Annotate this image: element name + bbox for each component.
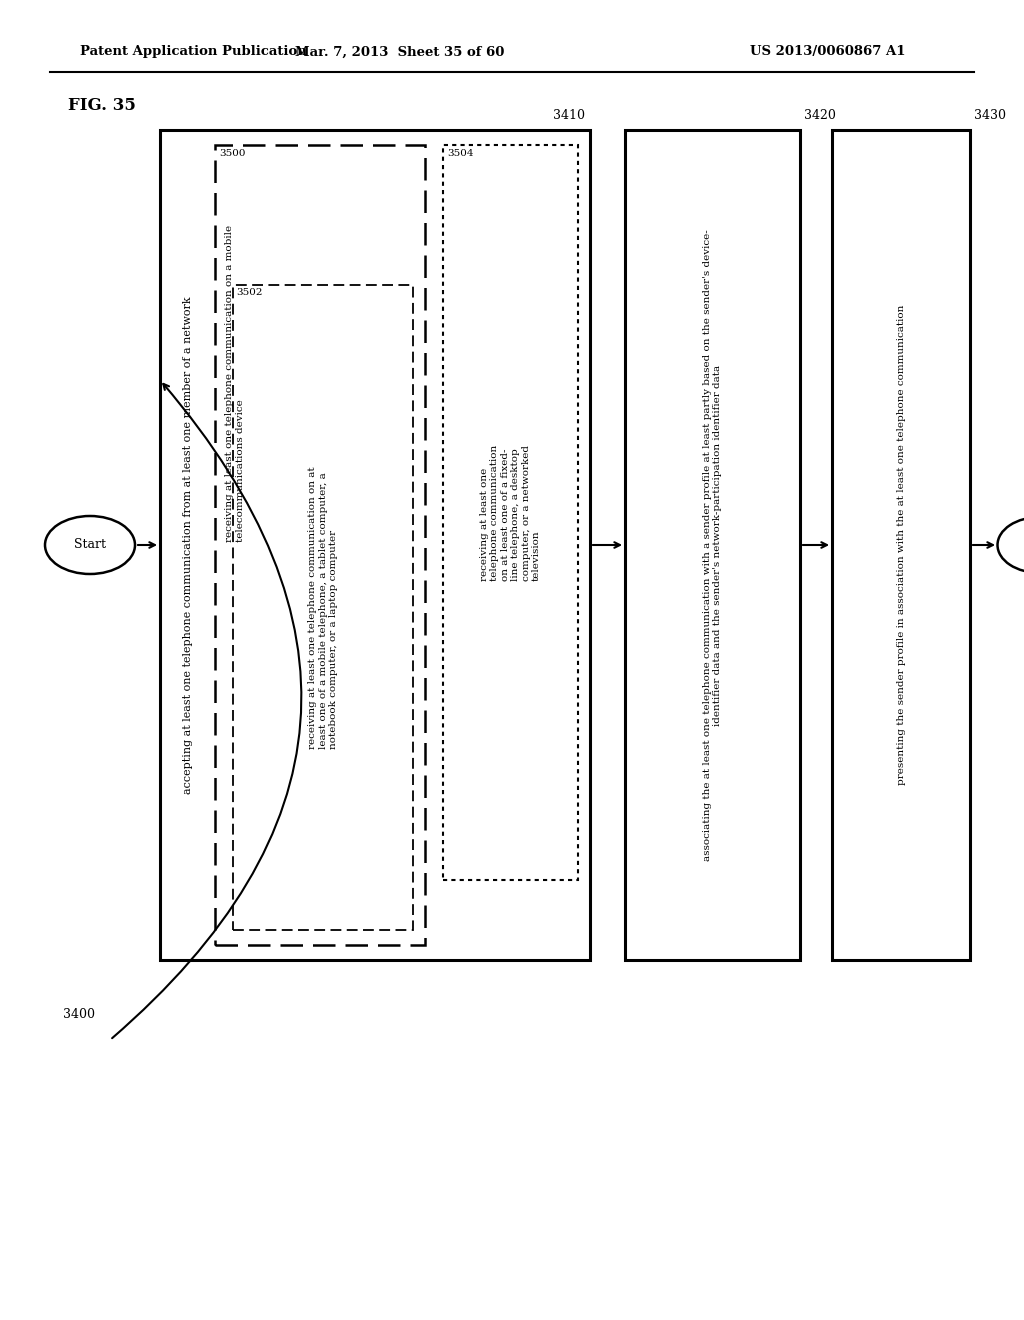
Text: receiving at least one telephone communication on at
least one of a mobile telep: receiving at least one telephone communi… <box>308 466 338 748</box>
Text: associating the at least one telephone communication with a sender profile at le: associating the at least one telephone c… <box>702 230 722 861</box>
Bar <box>160 129 590 960</box>
Bar <box>215 145 425 945</box>
Text: Mar. 7, 2013  Sheet 35 of 60: Mar. 7, 2013 Sheet 35 of 60 <box>295 45 505 58</box>
Bar <box>443 145 578 880</box>
Text: Start: Start <box>74 539 106 552</box>
Text: FIG. 35: FIG. 35 <box>68 96 136 114</box>
Text: 3400: 3400 <box>63 1008 95 1022</box>
Bar <box>233 285 413 931</box>
Text: 3500: 3500 <box>219 149 246 158</box>
Ellipse shape <box>997 517 1024 573</box>
Text: 3504: 3504 <box>447 149 473 158</box>
Text: 3410: 3410 <box>553 110 585 121</box>
Bar <box>625 129 800 960</box>
Text: receiving at least one telephone communication on a mobile
telecommunications de: receiving at least one telephone communi… <box>225 224 245 543</box>
Text: 3430: 3430 <box>974 110 1006 121</box>
Text: receiving at least one
telephone communication
on at least one of a fixed-
line : receiving at least one telephone communi… <box>480 445 541 581</box>
Ellipse shape <box>45 516 135 574</box>
Text: accepting at least one telephone communication from at least one member of a net: accepting at least one telephone communi… <box>183 296 193 793</box>
Text: US 2013/0060867 A1: US 2013/0060867 A1 <box>750 45 905 58</box>
Text: 3502: 3502 <box>236 288 262 297</box>
Text: 3420: 3420 <box>804 110 836 121</box>
Text: presenting the sender profile in association with the at least one telephone com: presenting the sender profile in associa… <box>896 305 905 785</box>
Bar <box>831 129 970 960</box>
Text: Patent Application Publication: Patent Application Publication <box>80 45 307 58</box>
